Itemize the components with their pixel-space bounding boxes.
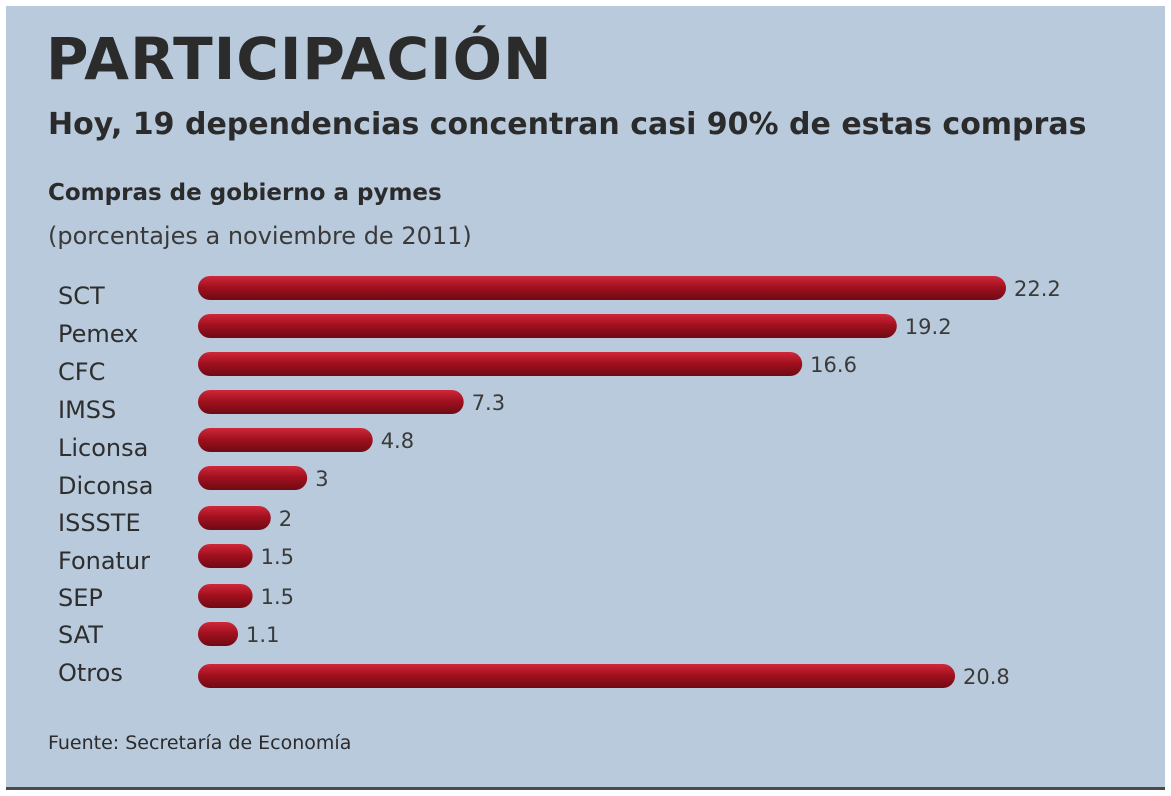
category-label: ISSSTE xyxy=(58,509,141,537)
bar xyxy=(198,506,271,530)
value-label: 7.3 xyxy=(472,391,505,415)
chart-title: Compras de gobierno a pymes xyxy=(48,180,442,206)
bar xyxy=(198,466,308,490)
category-label: CFC xyxy=(58,358,105,386)
category-label: SAT xyxy=(58,621,103,649)
value-label: 2 xyxy=(279,507,292,531)
value-label: 1.1 xyxy=(246,623,279,647)
bar xyxy=(198,352,803,376)
bar xyxy=(198,664,956,688)
category-label: SEP xyxy=(58,584,103,612)
bar xyxy=(198,390,464,414)
bar xyxy=(198,428,373,452)
category-label: Otros xyxy=(58,659,123,687)
bar xyxy=(198,584,253,608)
bar xyxy=(198,314,897,338)
source-note: Fuente: Secretaría de Economía xyxy=(48,732,352,754)
value-label: 4.8 xyxy=(381,429,414,453)
value-label: 3 xyxy=(315,467,328,491)
bar xyxy=(198,622,239,646)
category-label: SCT xyxy=(58,282,105,310)
chart-subtitle: (porcentajes a noviembre de 2011) xyxy=(48,222,472,250)
category-label: Diconsa xyxy=(58,472,153,500)
category-label: Liconsa xyxy=(58,434,148,462)
category-label: Fonatur xyxy=(58,547,150,575)
value-label: 1.5 xyxy=(261,585,294,609)
value-label: 19.2 xyxy=(905,315,952,339)
bar xyxy=(198,276,1006,300)
value-label: 20.8 xyxy=(963,665,1010,689)
category-label: IMSS xyxy=(58,396,116,424)
page-title: PARTICIPACIÓN xyxy=(46,25,553,93)
bar xyxy=(198,544,253,568)
page-subtitle: Hoy, 19 dependencias concentran casi 90%… xyxy=(48,107,1087,142)
category-label: Pemex xyxy=(58,320,138,348)
value-label: 22.2 xyxy=(1014,277,1061,301)
value-label: 1.5 xyxy=(261,545,294,569)
value-label: 16.6 xyxy=(810,353,857,377)
